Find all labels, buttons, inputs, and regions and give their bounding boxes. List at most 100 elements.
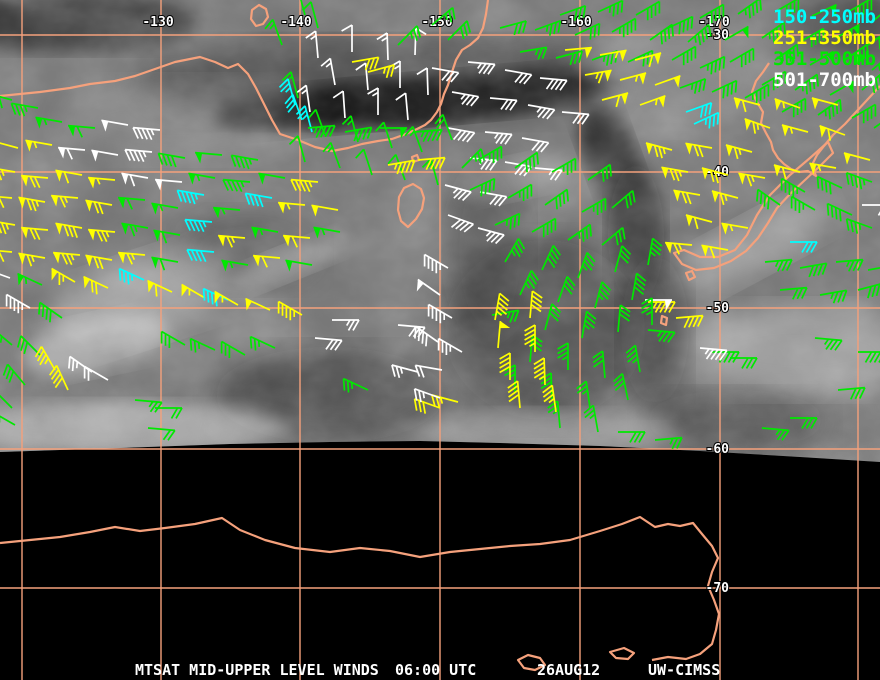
barb-pennant xyxy=(278,202,286,214)
barb-staff xyxy=(431,67,460,83)
wind-barb xyxy=(155,178,183,191)
wind-barb xyxy=(222,178,251,193)
barb-staff xyxy=(559,5,587,21)
wind-barb xyxy=(214,290,239,306)
barb-staff xyxy=(153,229,181,244)
wind-barb xyxy=(447,127,476,143)
barb-staff xyxy=(55,169,83,184)
barb-staff xyxy=(809,50,834,66)
wind-barb xyxy=(829,80,854,96)
barb-staff xyxy=(551,157,577,175)
wind-barb xyxy=(118,267,145,285)
barb-staff xyxy=(539,77,568,91)
barb-staff xyxy=(581,310,597,339)
wind-barb xyxy=(531,217,557,238)
wind-barb xyxy=(431,6,456,26)
barb-staff xyxy=(544,188,569,210)
wind-barb xyxy=(601,226,626,246)
wind-barb xyxy=(147,427,176,441)
wind-barb xyxy=(447,20,472,41)
barb-pennant xyxy=(843,153,851,165)
barb-staff xyxy=(16,335,41,356)
barb-staff xyxy=(756,188,781,210)
barb-staff xyxy=(118,267,145,285)
wind-barb xyxy=(561,111,590,125)
wind-barb xyxy=(685,102,713,118)
wind-barb xyxy=(447,214,474,233)
wind-barb xyxy=(434,114,453,141)
wind-barb xyxy=(835,258,864,272)
pressure-level-legend: 150-250mb 251-350mb 351-500mb 501-700mb xyxy=(773,6,876,91)
wind-barb xyxy=(761,427,790,441)
barb-staff xyxy=(17,272,43,286)
barb-staff xyxy=(88,176,116,185)
barb-staff xyxy=(524,324,536,352)
barb-staff xyxy=(744,83,770,104)
barb-staff xyxy=(397,324,426,338)
wind-barb xyxy=(83,365,109,381)
barb-staff xyxy=(431,394,459,409)
wind-barb xyxy=(587,163,612,182)
barb-staff xyxy=(639,95,666,106)
wind-barb xyxy=(157,152,186,168)
barb-staff xyxy=(761,427,790,441)
barb-staff xyxy=(519,46,548,60)
barb-staff xyxy=(699,3,725,24)
barb-staff xyxy=(305,30,319,59)
barb-pennant xyxy=(283,235,291,247)
barb-staff xyxy=(118,196,146,210)
barb-staff xyxy=(567,223,592,242)
barb-staff xyxy=(826,202,853,222)
wind-barb xyxy=(814,337,843,351)
barb-staff xyxy=(285,259,313,266)
barb-staff xyxy=(489,97,518,111)
barb-pennant xyxy=(621,93,629,105)
barb-staff xyxy=(151,202,179,212)
barb-staff xyxy=(693,111,720,129)
barb-staff xyxy=(618,431,646,443)
wind-barb xyxy=(837,386,866,400)
barb-staff xyxy=(341,24,353,52)
wind-barb xyxy=(557,342,569,370)
wind-barb xyxy=(773,164,801,180)
wind-barb xyxy=(416,278,441,296)
wind-barb xyxy=(679,78,707,94)
wind-barb xyxy=(244,192,273,208)
barb-staff xyxy=(544,303,562,331)
barb-staff xyxy=(444,184,472,202)
barb-staff xyxy=(367,87,379,115)
wind-barb xyxy=(221,259,249,272)
wind-barb xyxy=(322,142,341,169)
wind-barb xyxy=(380,127,407,139)
barb-staff xyxy=(711,79,738,99)
barb-staff xyxy=(416,67,429,96)
barb-staff xyxy=(447,214,474,233)
barb-staff xyxy=(733,97,761,113)
legend-item-351-500mb: 351-500mb xyxy=(773,48,876,70)
barb-pennant xyxy=(118,197,126,209)
barb-staff xyxy=(0,333,13,346)
wind-barb xyxy=(744,118,771,134)
barb-staff xyxy=(809,162,837,172)
barb-staff xyxy=(121,222,149,237)
barb-staff xyxy=(499,20,527,36)
wind-barb xyxy=(55,169,83,184)
coastline-antarctic-islet-1 xyxy=(516,653,547,672)
barb-staff xyxy=(597,0,624,17)
barb-pennant xyxy=(685,215,693,227)
wind-barb xyxy=(0,196,13,209)
wind-barb xyxy=(744,83,770,104)
wind-barb xyxy=(18,252,46,267)
barb-staff xyxy=(667,15,694,35)
wind-barb xyxy=(85,254,113,270)
wind-barb xyxy=(858,351,880,363)
barb-pennant xyxy=(88,229,96,241)
barb-staff xyxy=(0,196,13,209)
barb-staff xyxy=(283,234,311,248)
barb-staff xyxy=(230,154,259,170)
wind-barb xyxy=(416,67,429,96)
barb-staff xyxy=(83,365,109,381)
barb-staff xyxy=(529,290,543,319)
barb-pennant xyxy=(673,190,681,202)
barb-staff xyxy=(18,196,46,212)
